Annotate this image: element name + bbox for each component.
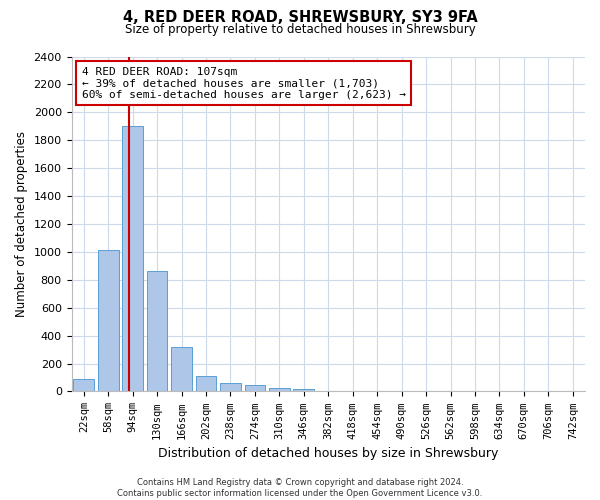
X-axis label: Distribution of detached houses by size in Shrewsbury: Distribution of detached houses by size … xyxy=(158,447,499,460)
Bar xyxy=(196,376,217,392)
Bar xyxy=(293,390,314,392)
Bar xyxy=(269,388,290,392)
Bar xyxy=(245,384,265,392)
Bar xyxy=(220,384,241,392)
Text: 4 RED DEER ROAD: 107sqm
← 39% of detached houses are smaller (1,703)
60% of semi: 4 RED DEER ROAD: 107sqm ← 39% of detache… xyxy=(82,66,406,100)
Bar xyxy=(122,126,143,392)
Bar xyxy=(171,348,192,392)
Text: Size of property relative to detached houses in Shrewsbury: Size of property relative to detached ho… xyxy=(125,22,475,36)
Bar xyxy=(147,272,167,392)
Text: 4, RED DEER ROAD, SHREWSBURY, SY3 9FA: 4, RED DEER ROAD, SHREWSBURY, SY3 9FA xyxy=(122,10,478,25)
Bar xyxy=(98,250,119,392)
Bar xyxy=(73,379,94,392)
Text: Contains HM Land Registry data © Crown copyright and database right 2024.
Contai: Contains HM Land Registry data © Crown c… xyxy=(118,478,482,498)
Y-axis label: Number of detached properties: Number of detached properties xyxy=(15,131,28,317)
